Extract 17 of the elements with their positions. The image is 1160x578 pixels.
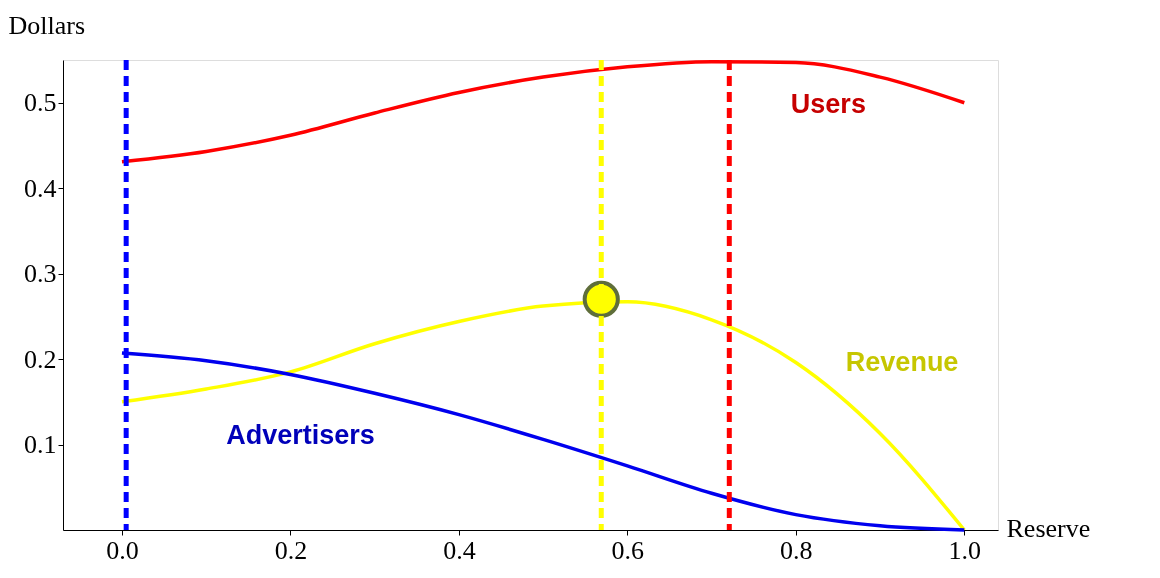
x-tick-label: 1.0 bbox=[948, 535, 982, 565]
series-label: Revenue bbox=[845, 346, 959, 377]
y-axis-title: Dollars bbox=[8, 10, 86, 40]
x-tick-label: 0.6 bbox=[611, 535, 645, 565]
x-tick-label: 0.4 bbox=[443, 535, 476, 565]
series-label: Users bbox=[790, 88, 866, 119]
x-tick-label: 0.2 bbox=[274, 535, 308, 565]
series-label: Advertisers bbox=[226, 419, 375, 450]
y-tick-label: 0.4 bbox=[24, 173, 57, 203]
x-axis-title: Reserve bbox=[1006, 513, 1091, 543]
line-series bbox=[120, 351, 967, 532]
x-tick-label: 0.0 bbox=[106, 535, 139, 565]
y-tick-label: 0.5 bbox=[24, 88, 57, 118]
y-tick-label: 0.2 bbox=[24, 344, 57, 374]
y-tick-label: 0.1 bbox=[24, 430, 57, 460]
x-tick-label: 0.8 bbox=[780, 535, 813, 565]
y-tick-label: 0.3 bbox=[24, 259, 57, 289]
